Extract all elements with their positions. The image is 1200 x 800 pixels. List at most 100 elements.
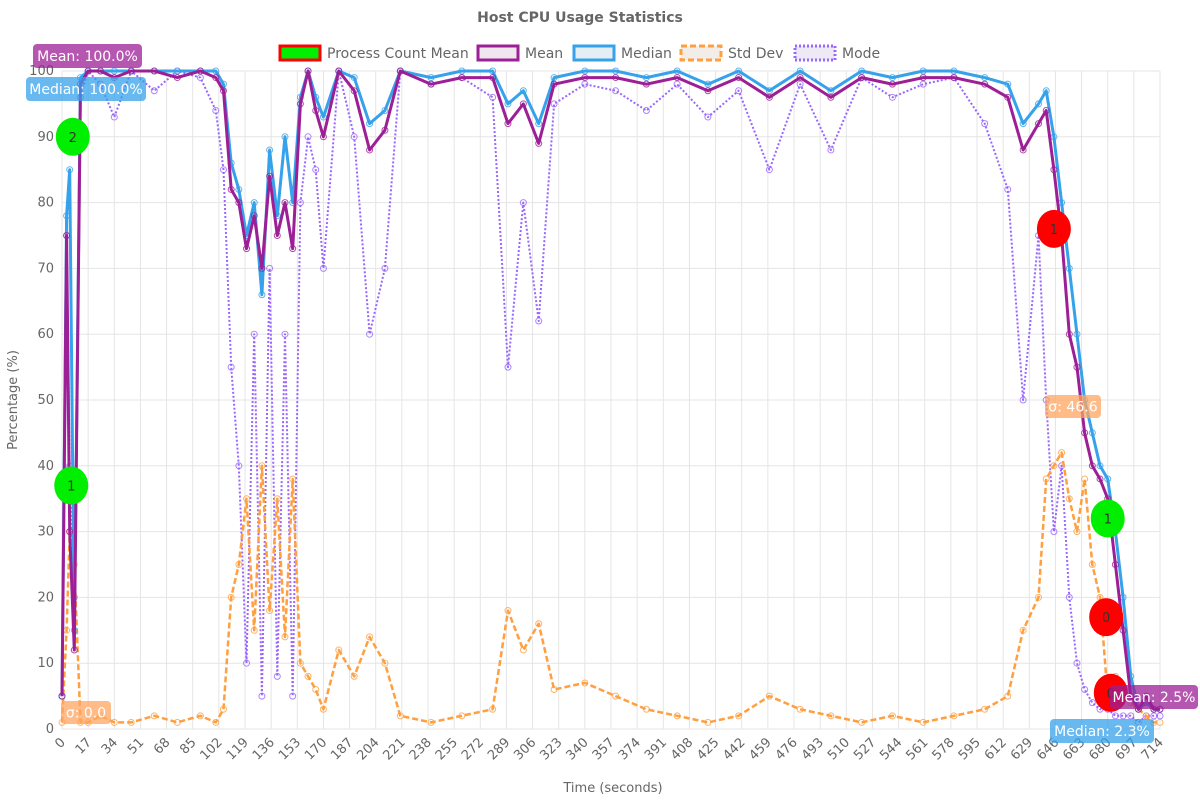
data-point-std-dev [1065, 495, 1073, 503]
data-point-median [235, 185, 243, 193]
legend-label: Std Dev [728, 46, 783, 62]
data-point-mean [1111, 561, 1119, 568]
data-point-std-dev [273, 495, 281, 503]
stat-callout: Median: 2.3% [1050, 719, 1154, 743]
y-tick-label: 20 [37, 590, 54, 605]
y-tick-label: 70 [37, 261, 54, 276]
data-point-median [1004, 80, 1012, 88]
x-tick-label: 255 [433, 735, 461, 763]
stat-callout-box [33, 44, 142, 68]
data-point-mode [350, 133, 358, 141]
x-tick-label: 612 [982, 735, 1010, 763]
data-point-mean [381, 126, 389, 134]
grid [61, 70, 1161, 730]
data-point-median [519, 87, 527, 95]
data-point-mode [289, 692, 297, 700]
chart-title: Host CPU Usage Statistics [477, 10, 683, 26]
data-point-std-dev [1004, 692, 1012, 700]
data-point-mean [1065, 330, 1073, 338]
data-point-median [827, 87, 835, 95]
data-point-mean [250, 212, 258, 220]
data-point-mode [550, 100, 558, 108]
stat-callout-box [61, 701, 111, 724]
data-point-mode [296, 199, 304, 207]
data-point-std-dev [281, 633, 289, 641]
data-point-mode [581, 80, 589, 88]
x-tick-label: 136 [250, 735, 278, 763]
data-point-std-dev [219, 705, 227, 713]
x-tick-label: 85 [177, 735, 199, 757]
data-point-median [212, 67, 220, 75]
data-point-mean [1004, 93, 1012, 101]
x-tick-label: 476 [773, 735, 801, 763]
data-point-mode [1119, 712, 1127, 720]
data-point-median [173, 67, 181, 75]
data-point-mode [366, 330, 374, 338]
data-point-mode [673, 80, 681, 88]
process-count-marker-label: 1 [67, 480, 75, 495]
data-point-std-dev [110, 718, 118, 726]
data-point-std-dev [289, 475, 297, 483]
data-point-mean [612, 74, 620, 82]
legend-label: Mode [842, 46, 880, 62]
annotations: Mean: 100.0% Median: 100.0% σ: 0.0 σ: 46.6 M… [26, 44, 1198, 743]
stat-callout-label: Median: 100.0% [29, 82, 142, 98]
legend-swatch [679, 44, 723, 62]
data-point-std-dev [858, 718, 866, 726]
data-point-median [1088, 429, 1096, 437]
x-tick-label: 357 [590, 735, 618, 763]
legend-item: Std Dev [679, 44, 783, 62]
data-point-mode [1156, 712, 1164, 720]
data-point-mode [1050, 528, 1058, 536]
data-point-mean [504, 120, 512, 128]
stat-callout-label: σ: 46.6 [1048, 400, 1097, 416]
process-count-marker-shape [54, 466, 89, 505]
legend-swatch [793, 44, 837, 62]
data-point-mean [550, 80, 558, 88]
x-tick-label: 119 [224, 735, 252, 763]
data-point-median [504, 100, 512, 108]
data-point-mode [765, 166, 773, 174]
x-tick-label: 51 [125, 735, 147, 757]
process-count-marker: 1 [1090, 499, 1125, 538]
data-point-mean [150, 67, 158, 75]
stat-callout-box [1050, 719, 1154, 743]
data-point-mean [642, 80, 650, 88]
x-tick-label: 0 [52, 735, 68, 751]
y-tick-label: 10 [37, 656, 54, 671]
data-point-mode [1019, 396, 1027, 404]
data-point-std-dev [535, 620, 543, 628]
x-tick-label: 493 [799, 735, 827, 763]
data-point-mean [981, 80, 989, 88]
data-point-std-dev [1050, 462, 1058, 470]
stat-callout: Mean: 100.0% [33, 44, 142, 68]
data-point-std-dev [258, 462, 266, 470]
data-point-std-dev [266, 607, 274, 615]
stat-callout-label: Median: 2.3% [1054, 724, 1150, 740]
data-point-mean [227, 185, 235, 193]
data-point-std-dev [1035, 593, 1043, 601]
y-tick-label: 30 [37, 525, 54, 540]
data-point-mean [212, 74, 220, 82]
data-point-median [1035, 100, 1043, 108]
y-tick-label: 80 [37, 196, 54, 211]
x-tick-label: 527 [851, 735, 879, 763]
x-tick-label: 102 [198, 735, 226, 763]
series-line-mode [61, 70, 1160, 724]
data-point-mean [1081, 429, 1089, 437]
data-point-mode [519, 199, 527, 207]
data-point-mode [381, 264, 389, 272]
data-point-mean [266, 172, 274, 180]
data-point-mode [704, 113, 712, 121]
data-point-mode [642, 106, 650, 114]
data-point-std-dev [888, 712, 896, 720]
data-point-median [1019, 120, 1027, 128]
data-point-mode [312, 166, 320, 174]
data-point-mean [673, 74, 681, 82]
data-point-mean [735, 74, 743, 82]
data-point-median [1065, 264, 1073, 272]
data-point-mean [366, 146, 374, 154]
data-point-std-dev [304, 672, 312, 680]
